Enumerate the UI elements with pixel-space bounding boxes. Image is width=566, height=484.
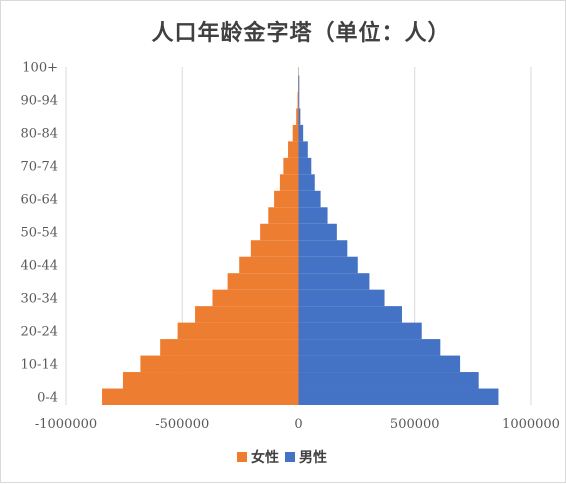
bar-female-40-44: [239, 257, 298, 273]
bar-male-60-64: [299, 191, 321, 207]
legend-item-female: 女性: [237, 447, 279, 467]
bar-female-5-9: [123, 372, 299, 388]
bar-male-10-14: [299, 356, 461, 372]
y-tick-label: 80-84: [21, 127, 58, 142]
bar-male-55-59: [299, 207, 328, 223]
bar-male-30-34: [299, 290, 385, 306]
bar-male-95-99: [299, 75, 300, 91]
y-tick-label: 20-24: [21, 324, 58, 339]
bar-female-65-69: [280, 174, 299, 190]
bar-male-90-94: [299, 92, 300, 108]
bar-male-70-74: [299, 158, 312, 174]
bar-female-45-49: [251, 240, 299, 256]
bar-female-30-34: [212, 290, 298, 306]
y-tick-label: 50-54: [21, 226, 58, 241]
legend-swatch-male: [285, 452, 295, 462]
bar-female-90-94: [298, 92, 299, 108]
x-axis-labels: -1000000 -500000 0 500000 1000000: [35, 417, 560, 432]
legend-swatch-female: [237, 452, 247, 462]
bar-male-5-9: [299, 372, 479, 388]
y-tick-label: 60-64: [21, 193, 58, 208]
y-tick-label: 100+: [22, 61, 58, 76]
y-tick-label: 70-74: [21, 160, 58, 175]
y-tick-label: 90-94: [21, 94, 58, 109]
bar-male-85-89: [299, 108, 301, 124]
bar-male-20-24: [299, 323, 422, 339]
bar-female-70-74: [283, 158, 298, 174]
x-tick-label: -1000000: [35, 417, 97, 432]
bar-female-85-89: [296, 108, 298, 124]
bar-male-0-4: [299, 389, 499, 405]
bar-female-55-59: [268, 207, 298, 223]
bar-male-50-54: [299, 224, 337, 240]
bar-female-50-54: [260, 224, 298, 240]
y-tick-label: 0-4: [37, 390, 58, 405]
bar-male-45-49: [299, 240, 348, 256]
bar-male-75-79: [299, 141, 308, 157]
x-tick-label: -500000: [155, 417, 209, 432]
bar-male-80-84: [299, 125, 304, 141]
legend-label-male: 男性: [299, 447, 327, 467]
legend-label-female: 女性: [251, 447, 279, 467]
y-tick-label: 40-44: [21, 258, 58, 273]
bar-female-75-79: [288, 141, 298, 157]
y-tick-label: 30-34: [21, 291, 58, 306]
bars: [102, 75, 498, 405]
bar-female-15-19: [160, 339, 298, 355]
x-tick-label: 500000: [390, 417, 440, 432]
bar-female-10-14: [140, 356, 298, 372]
y-axis-labels: 0-4 10-14 20-24 30-34 40-44 50-54 60-64 70-74 80…: [21, 61, 58, 406]
bar-male-65-69: [299, 174, 315, 190]
legend-item-male: 男性: [285, 447, 327, 467]
y-tick-label: 10-14: [21, 357, 58, 372]
bar-female-60-64: [274, 191, 298, 207]
bar-female-80-84: [293, 125, 299, 141]
bar-female-0-4: [102, 389, 298, 405]
legend: 女性 男性: [237, 447, 329, 467]
bar-male-35-39: [299, 273, 370, 289]
bar-female-35-39: [228, 273, 299, 289]
bar-female-20-24: [178, 323, 299, 339]
x-tick-label: 1000000: [502, 417, 560, 432]
bar-female-25-29: [195, 306, 298, 322]
bar-male-40-44: [299, 257, 358, 273]
bar-male-15-19: [299, 339, 441, 355]
bar-male-25-29: [299, 306, 402, 322]
x-tick-label: 0: [294, 417, 302, 432]
